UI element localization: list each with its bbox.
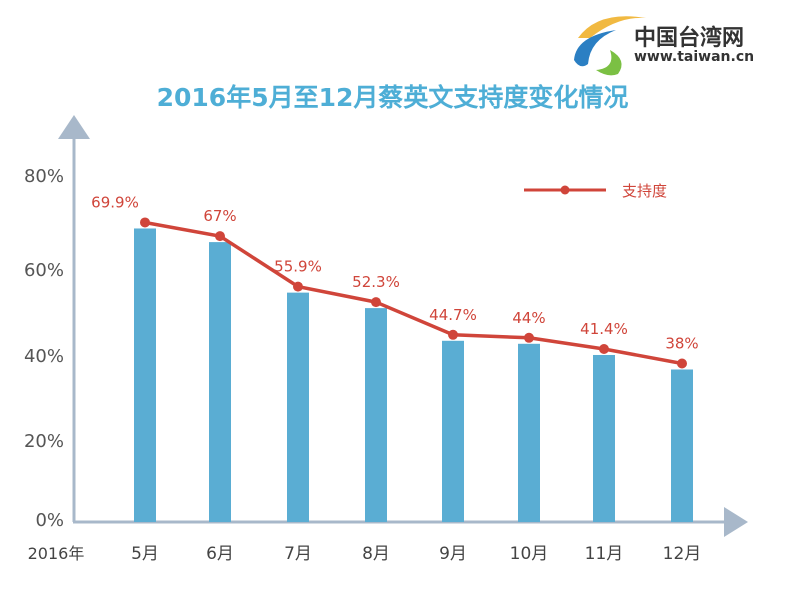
data-point — [524, 332, 534, 343]
logo-url: www.taiwan.cn — [634, 49, 755, 65]
data-label: 55.9% — [274, 258, 322, 276]
x-axis-arrow — [724, 507, 748, 537]
data-point — [293, 281, 303, 292]
chart-title: 2016年5月至12月蔡英文支持度变化情况 — [156, 83, 629, 112]
x-tick-label: 12月 — [663, 544, 702, 564]
bar — [134, 228, 156, 522]
y-tick-label: 80% — [24, 166, 64, 187]
logo-name: 中国台湾网 — [634, 26, 745, 51]
x-axis-label: 2016年 — [28, 544, 85, 563]
x-tick-label: 7月 — [284, 544, 312, 564]
x-tick-label: 9月 — [439, 544, 467, 564]
legend: 支持度 — [524, 182, 667, 200]
logo-icon — [574, 16, 646, 76]
data-label: 44.7% — [429, 306, 477, 324]
y-tick-label: 0% — [35, 510, 64, 531]
bar — [518, 343, 540, 522]
bar — [593, 354, 615, 522]
bar — [671, 369, 693, 522]
y-axis-arrow — [58, 115, 90, 139]
data-point — [140, 217, 150, 228]
y-tick-label: 60% — [24, 260, 64, 281]
legend-label: 支持度 — [622, 182, 667, 200]
series-line — [144, 220, 683, 366]
x-tick-label: 6月 — [206, 544, 234, 564]
bar — [442, 340, 464, 522]
data-label: 69.9% — [91, 193, 139, 211]
data-point — [599, 343, 609, 354]
bar — [209, 242, 231, 522]
bar — [287, 292, 309, 522]
x-tick-label: 8月 — [362, 544, 390, 564]
y-tick-label: 20% — [24, 431, 64, 452]
data-point — [371, 297, 381, 308]
data-point — [215, 231, 225, 242]
data-point — [677, 358, 687, 369]
x-tick-label: 11月 — [585, 544, 624, 564]
data-label: 41.4% — [580, 320, 628, 338]
data-label: 44% — [512, 309, 545, 327]
y-tick-label: 40% — [24, 346, 64, 367]
data-label: 38% — [665, 335, 698, 353]
data-point — [448, 329, 458, 340]
data-label: 52.3% — [352, 273, 400, 291]
x-tick-label: 5月 — [131, 544, 159, 564]
x-tick-label: 10月 — [510, 544, 549, 564]
data-label: 67% — [203, 207, 236, 225]
bar — [365, 308, 387, 522]
